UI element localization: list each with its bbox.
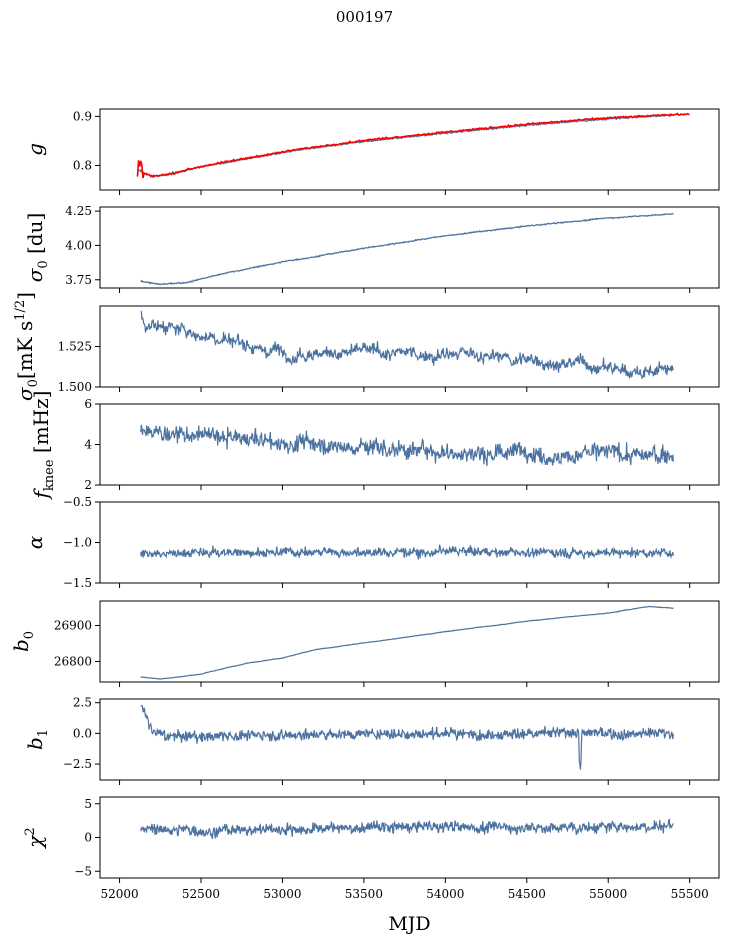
ytick-label-panel-8: 5 [84, 797, 92, 811]
ytick-label-panel-5: −1.0 [63, 536, 92, 550]
ytick-label-panel-3: 1.500 [58, 380, 92, 394]
xtick-label: 55500 [671, 887, 709, 901]
ytick-label-panel-6: 26800 [54, 654, 92, 668]
ytick-label-panel-7: −2.5 [63, 757, 92, 771]
ylabel-panel-2: σ0 [du] [23, 213, 51, 283]
xtick-label: 53000 [263, 887, 301, 901]
ytick-label-panel-2: 4.00 [65, 238, 92, 252]
ytick-label-panel-2: 3.75 [65, 273, 92, 287]
ytick-label-panel-5: −0.5 [63, 495, 92, 509]
xtick-label: 54000 [426, 887, 464, 901]
series-line-panel-8 [140, 818, 674, 840]
axes-frame-panel-2 [99, 206, 720, 289]
x-axis-label: MJD [388, 913, 430, 935]
series-line-panel-6 [140, 605, 674, 680]
xtick-label: 52500 [182, 887, 220, 901]
ytick-label-panel-8: −5 [74, 864, 92, 878]
ylabel-panel-3: σ0[mK s1/2] [13, 292, 41, 401]
xtick-label: 54500 [508, 887, 546, 901]
ylabel-panel-4: fknee [mHz] [29, 391, 57, 501]
axes-frame-panel-7 [99, 698, 720, 781]
series-line-panel-7 [140, 704, 674, 770]
ytick-label-panel-7: 0.0 [73, 726, 92, 740]
series-line-panel-3 [140, 310, 674, 380]
series-line-panel-4 [140, 424, 674, 466]
ylabel-panel-1: g [23, 143, 47, 156]
series-line-panel-2 [140, 212, 674, 286]
ytick-label-panel-7: 2.5 [73, 696, 92, 710]
axes-frame-panel-6 [99, 600, 720, 683]
xtick-label: 53500 [345, 887, 383, 901]
ytick-label-panel-1: 0.8 [73, 158, 92, 172]
ytick-label-panel-5: −1.5 [63, 576, 92, 590]
axes-frame-panel-1 [99, 108, 720, 191]
ytick-label-panel-6: 26900 [54, 618, 92, 632]
xtick-label: 55000 [589, 887, 627, 901]
ytick-label-panel-8: 0 [84, 831, 92, 845]
xtick-label: 52000 [100, 887, 138, 901]
axes-frame-panel-5 [99, 501, 720, 584]
overlay-line-panel-1 [136, 112, 690, 179]
ytick-label-panel-4: 2 [84, 478, 92, 492]
ytick-label-panel-1: 0.9 [73, 109, 92, 123]
ytick-label-panel-2: 4.25 [65, 204, 92, 218]
ytick-label-panel-3: 1.525 [58, 340, 92, 354]
ylabel-panel-6: b0 [9, 631, 37, 652]
ytick-label-panel-4: 6 [84, 397, 92, 411]
ylabel-panel-8: χ2 [23, 827, 47, 849]
ylabel-panel-5: α [23, 535, 47, 549]
figure-title: 000197 [335, 8, 394, 26]
series-line-panel-5 [140, 544, 674, 560]
ylabel-panel-7: b1 [23, 729, 51, 750]
axes-frame-panel-8 [99, 796, 720, 879]
ytick-label-panel-4: 4 [84, 438, 92, 452]
series-line-panel-1 [137, 113, 674, 179]
